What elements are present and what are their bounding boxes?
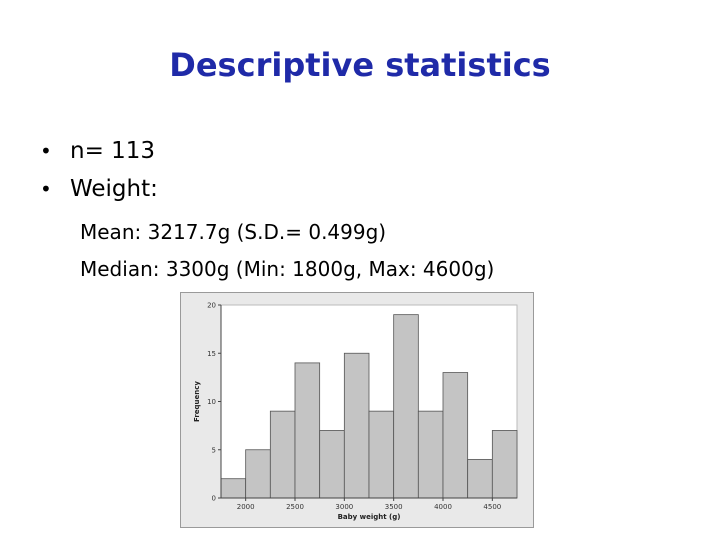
histogram-chart: 0 5 10 15 20 2000 2500 3000 3500 4000 4500 Baby w…	[180, 292, 534, 528]
bullet-symbol: •	[40, 177, 52, 201]
y-tick-label: 5	[212, 446, 216, 454]
x-tick-label: 4000	[434, 503, 452, 511]
x-tick-label: 3500	[385, 503, 403, 511]
histogram-bar	[294, 362, 321, 499]
histogram-bar	[417, 410, 444, 499]
y-axis-label: Frequency	[193, 381, 201, 422]
bullet-text: n= 113	[70, 138, 156, 164]
mean-line: Mean: 3217.7g (S.D.= 0.499g)	[80, 220, 387, 244]
weight-details: Mean: 3217.7g (S.D.= 0.499g) Median: 330…	[80, 214, 494, 288]
x-axis-label: Baby weight (g)	[338, 513, 401, 521]
bullet-text: Weight:	[70, 176, 158, 202]
y-tick-label: 15	[207, 350, 216, 358]
x-tick-label: 2500	[286, 503, 304, 511]
histogram-bar	[491, 430, 518, 499]
bullet-list: • n= 113 • Weight:	[40, 132, 158, 208]
histogram-bar	[319, 430, 345, 499]
histogram-bar	[269, 410, 296, 499]
slide-title: Descriptive statistics	[169, 46, 551, 84]
histogram-bar	[220, 478, 247, 499]
x-tick-label: 2000	[237, 503, 255, 511]
y-tick-label: 10	[207, 398, 216, 406]
x-axis: 2000 2500 3000 3500 4000 4500	[221, 497, 517, 511]
y-tick-label: 0	[212, 495, 216, 503]
x-tick-label: 3000	[335, 503, 353, 511]
histogram-bar	[343, 352, 370, 499]
median-line: Median: 3300g (Min: 1800g, Max: 4600g)	[80, 257, 495, 281]
histogram-bar	[393, 314, 419, 499]
bullet-item-n: • n= 113	[40, 132, 158, 170]
y-axis: 0 5 10 15 20	[207, 302, 222, 503]
histogram-bar	[442, 372, 469, 499]
histogram-bar	[245, 449, 271, 499]
histogram-bar	[467, 458, 493, 499]
y-tick-label: 20	[207, 302, 216, 310]
bullet-symbol: •	[40, 139, 52, 163]
histogram-svg: 0 5 10 15 20 2000 2500 3000 3500 4000 4500 Baby w…	[193, 302, 518, 521]
x-tick-label: 4500	[483, 503, 501, 511]
histogram-bar	[368, 410, 395, 499]
bullet-item-weight: • Weight:	[40, 170, 158, 208]
bars-group	[220, 314, 518, 499]
